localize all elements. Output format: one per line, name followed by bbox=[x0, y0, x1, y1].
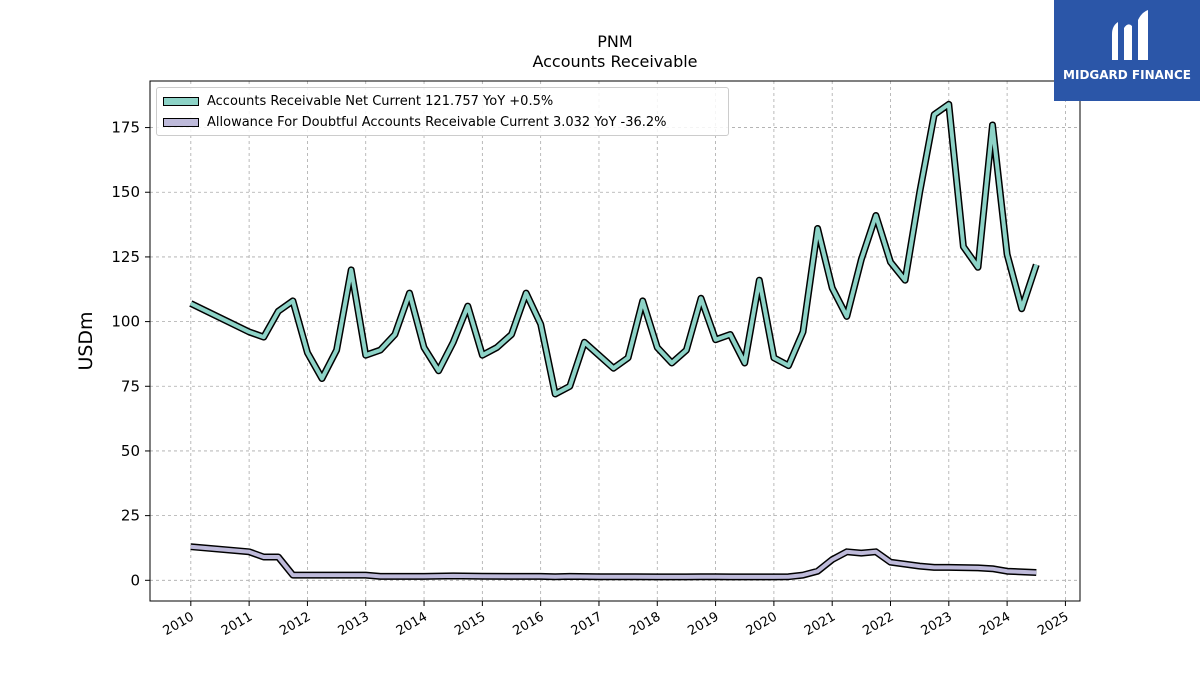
y-tick-label: 125 bbox=[111, 248, 140, 266]
y-axis-label: USDm bbox=[75, 311, 97, 370]
logo-text: MIDGARD FINANCE bbox=[1063, 68, 1191, 82]
legend: Accounts Receivable Net Current 121.757 … bbox=[156, 87, 729, 136]
y-tick-label: 150 bbox=[111, 183, 140, 201]
series-layer bbox=[189, 100, 1040, 581]
x-tick-label: 2025 bbox=[1035, 609, 1071, 639]
x-tick-label: 2010 bbox=[161, 609, 197, 639]
x-tick-label: 2021 bbox=[802, 609, 838, 639]
x-tick-label: 2011 bbox=[219, 609, 255, 639]
x-axis: 2010 2011 2012 2013 2014 2015 2016 2017 2018 2019… bbox=[161, 601, 1071, 639]
series-0 bbox=[189, 100, 1040, 398]
y-tick-label: 50 bbox=[121, 442, 140, 460]
y-tick-label: 25 bbox=[121, 507, 140, 525]
legend-item-ar-net: Accounts Receivable Net Current 121.757 … bbox=[163, 92, 553, 110]
x-tick-label: 2018 bbox=[627, 609, 663, 639]
x-tick-label: 2012 bbox=[277, 609, 313, 639]
brand-logo: MIDGARD FINANCE bbox=[1054, 0, 1200, 101]
y-tick-label: 100 bbox=[111, 313, 140, 331]
legend-label-ar-net: Accounts Receivable Net Current 121.757 … bbox=[207, 93, 554, 109]
legend-swatch-ar-net bbox=[163, 96, 199, 106]
y-axis: 0 25 50 75 100 125 150 175 bbox=[111, 119, 150, 589]
grid-layer bbox=[150, 81, 1080, 601]
x-tick-label: 2023 bbox=[919, 609, 955, 639]
x-tick-label: 2016 bbox=[510, 609, 546, 639]
legend-swatch-allowance bbox=[163, 117, 199, 127]
y-tick-label: 175 bbox=[111, 119, 140, 137]
x-tick-label: 2022 bbox=[860, 609, 896, 639]
chart-title: PNM bbox=[597, 32, 633, 51]
chart-subtitle: Accounts Receivable bbox=[532, 52, 698, 71]
plot-frame bbox=[149, 80, 1081, 602]
x-tick-label: 2024 bbox=[977, 609, 1013, 639]
x-tick-label: 2013 bbox=[336, 609, 372, 639]
x-tick-label: 2015 bbox=[452, 609, 488, 639]
legend-item-allowance: Allowance For Doubtful Accounts Receivab… bbox=[163, 113, 667, 131]
series-line-outline bbox=[190, 543, 1037, 581]
series-line bbox=[190, 544, 1037, 579]
logo-mark-icon bbox=[1112, 10, 1148, 60]
series-1 bbox=[190, 543, 1037, 581]
y-tick-label: 75 bbox=[121, 377, 140, 395]
series-line bbox=[189, 102, 1039, 396]
x-tick-label: 2017 bbox=[569, 609, 605, 639]
x-tick-label: 2020 bbox=[744, 609, 780, 639]
legend-label-allowance: Allowance For Doubtful Accounts Receivab… bbox=[207, 114, 667, 130]
x-tick-label: 2019 bbox=[685, 609, 721, 639]
x-tick-label: 2014 bbox=[394, 609, 430, 639]
y-tick-label: 0 bbox=[130, 571, 140, 589]
